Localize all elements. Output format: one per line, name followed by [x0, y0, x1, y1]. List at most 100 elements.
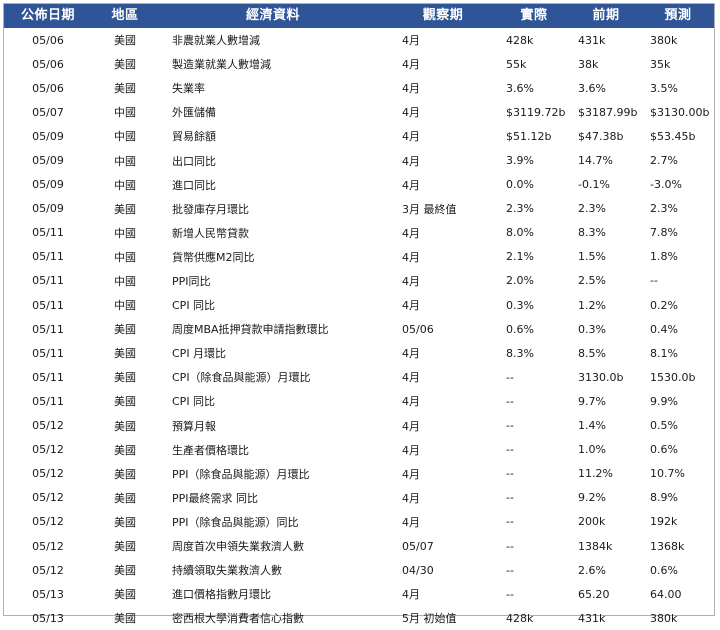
cell-region: 美國 [114, 515, 136, 529]
cell-previous: 200k [578, 515, 606, 529]
cell-region: 中國 [114, 250, 136, 264]
cell-previous: $47.38b [578, 129, 624, 143]
cell-actual: 428k [506, 611, 534, 625]
cell-event: 周度MBA抵押貸款申請指數環比 [172, 323, 329, 337]
table-row[interactable]: 05/11 中國 CPI 同比 4月 0.3% 1.2% 0.2% [4, 293, 714, 317]
cell-forecast: 2.3% [650, 202, 678, 216]
cell-forecast: 1368k [650, 539, 685, 553]
table-row[interactable]: 05/11 美國 周度MBA抵押貸款申請指數環比 05/06 0.6% 0.3% 0.4% [4, 317, 714, 341]
cell-date: 05/06 [32, 81, 64, 95]
cell-date: 05/12 [32, 539, 64, 553]
cell-forecast: 0.5% [650, 419, 678, 433]
table-row[interactable]: 05/11 中國 PPI同比 4月 2.0% 2.5% -- [4, 269, 714, 293]
cell-region: 美國 [114, 467, 136, 481]
table-row[interactable]: 05/13 美國 密西根大學消費者信心指數 5月 初始值 428k 431k 380k [4, 606, 714, 630]
cell-event: 貿易餘額 [172, 130, 216, 144]
cell-region: 美國 [114, 588, 136, 602]
table-row[interactable]: 05/12 美國 PPI（除食品與能源）同比 4月 -- 200k 192k [4, 510, 714, 534]
cell-previous: -0.1% [578, 178, 610, 192]
cell-previous: 8.5% [578, 346, 606, 360]
cell-forecast: 0.6% [650, 443, 678, 457]
cell-previous: 3.6% [578, 81, 606, 95]
table-row[interactable]: 05/12 美國 持續領取失業救濟人數 04/30 -- 2.6% 0.6% [4, 558, 714, 582]
column-header-region[interactable]: 地區 [92, 4, 158, 28]
cell-event: 非農就業人數增減 [172, 34, 260, 48]
cell-event: 預算月報 [172, 419, 216, 433]
cell-region: 美國 [114, 347, 136, 361]
table-row[interactable]: 05/07 中國 外匯儲備 4月 $3119.72b $3187.99b $3130.00b [4, 100, 714, 124]
table-row[interactable]: 05/12 美國 生產者價格環比 4月 -- 1.0% 0.6% [4, 438, 714, 462]
column-header-actual[interactable]: 實際 [498, 4, 570, 28]
table-row[interactable]: 05/11 美國 CPI（除食品與能源）月環比 4月 -- 3130.0b 1530.0b [4, 365, 714, 389]
cell-actual: 8.3% [506, 346, 534, 360]
table-row[interactable]: 05/09 中國 出口同比 4月 3.9% 14.7% 2.7% [4, 148, 714, 172]
cell-date: 05/11 [32, 298, 64, 312]
table-row[interactable]: 05/09 中國 進口同比 4月 0.0% -0.1% -3.0% [4, 173, 714, 197]
table-row[interactable]: 05/13 美國 進口價格指數月環比 4月 -- 65.20 64.00 [4, 582, 714, 606]
cell-forecast: $53.45b [650, 129, 696, 143]
cell-period: 4月 [402, 154, 420, 168]
cell-forecast: 3.5% [650, 81, 678, 95]
cell-period: 4月 [402, 491, 420, 505]
table-row[interactable]: 05/12 美國 預算月報 4月 -- 1.4% 0.5% [4, 414, 714, 438]
table-row[interactable]: 05/09 美國 批發庫存月環比 3月 最終值 2.3% 2.3% 2.3% [4, 197, 714, 221]
table-row[interactable]: 05/06 美國 非農就業人數增減 4月 428k 431k 380k [4, 28, 714, 52]
table-header: 公佈日期 地區 經濟資料 觀察期 實際 前期 預測 [4, 4, 714, 28]
cell-event: 持續領取失業救濟人數 [172, 564, 282, 578]
cell-event: CPI 同比 [172, 395, 216, 409]
cell-period: 4月 [402, 467, 420, 481]
cell-previous: 431k [578, 611, 606, 625]
cell-actual: -- [506, 587, 514, 601]
cell-period: 4月 [402, 515, 420, 529]
cell-period: 4月 [402, 130, 420, 144]
cell-actual: -- [506, 467, 514, 481]
cell-region: 美國 [114, 34, 136, 48]
cell-forecast: 8.1% [650, 346, 678, 360]
cell-region: 中國 [114, 178, 136, 192]
cell-region: 美國 [114, 540, 136, 554]
table-row[interactable]: 05/12 美國 周度首次申領失業救濟人數 05/07 -- 1384k 1368k [4, 534, 714, 558]
cell-date: 05/12 [32, 563, 64, 577]
cell-previous: 38k [578, 57, 599, 71]
cell-period: 4月 [402, 419, 420, 433]
table-row[interactable]: 05/06 美國 失業率 4月 3.6% 3.6% 3.5% [4, 76, 714, 100]
cell-forecast: 0.4% [650, 322, 678, 336]
cell-actual: -- [506, 419, 514, 433]
cell-date: 05/11 [32, 274, 64, 288]
table-row[interactable]: 05/11 美國 CPI 同比 4月 -- 9.7% 9.9% [4, 389, 714, 413]
column-header-date[interactable]: 公佈日期 [4, 4, 92, 28]
cell-forecast: $3130.00b [650, 105, 710, 119]
column-header-forecast[interactable]: 預測 [642, 4, 714, 28]
cell-forecast: -3.0% [650, 178, 682, 192]
column-header-event[interactable]: 經濟資料 [158, 4, 388, 28]
column-header-previous[interactable]: 前期 [570, 4, 642, 28]
cell-event: 批發庫存月環比 [172, 202, 249, 216]
table-row[interactable]: 05/06 美國 製造業就業人數增減 4月 55k 38k 35k [4, 52, 714, 76]
table-row[interactable]: 05/11 中國 新增人民幣貸款 4月 8.0% 8.3% 7.8% [4, 221, 714, 245]
cell-region: 美國 [114, 443, 136, 457]
cell-event: 進口價格指數月環比 [172, 588, 271, 602]
column-header-period[interactable]: 觀察期 [388, 4, 498, 28]
cell-region: 美國 [114, 323, 136, 337]
cell-forecast: 2.7% [650, 154, 678, 168]
table-row[interactable]: 05/09 中國 貿易餘額 4月 $51.12b $47.38b $53.45b [4, 124, 714, 148]
table-row[interactable]: 05/12 美國 PPI最終需求 同比 4月 -- 9.2% 8.9% [4, 486, 714, 510]
cell-region: 美國 [114, 564, 136, 578]
cell-region: 中國 [114, 154, 136, 168]
table-row[interactable]: 05/12 美國 PPI（除食品與能源）月環比 4月 -- 11.2% 10.7% [4, 462, 714, 486]
table-row[interactable]: 05/11 美國 CPI 月環比 4月 8.3% 8.5% 8.1% [4, 341, 714, 365]
cell-event: 生產者價格環比 [172, 443, 249, 457]
cell-forecast: 7.8% [650, 226, 678, 240]
cell-period: 5月 初始值 [402, 612, 457, 626]
cell-period: 4月 [402, 299, 420, 313]
table-row[interactable]: 05/11 中國 貨幣供應M2同比 4月 2.1% 1.5% 1.8% [4, 245, 714, 269]
cell-date: 05/11 [32, 394, 64, 408]
cell-region: 中國 [114, 274, 136, 288]
cell-period: 3月 最終值 [402, 202, 457, 216]
table-header-row: 公佈日期 地區 經濟資料 觀察期 實際 前期 預測 [4, 4, 714, 28]
cell-actual: -- [506, 443, 514, 457]
cell-date: 05/11 [32, 346, 64, 360]
cell-event: CPI 月環比 [172, 347, 227, 361]
cell-period: 4月 [402, 178, 420, 192]
cell-actual: 55k [506, 57, 527, 71]
